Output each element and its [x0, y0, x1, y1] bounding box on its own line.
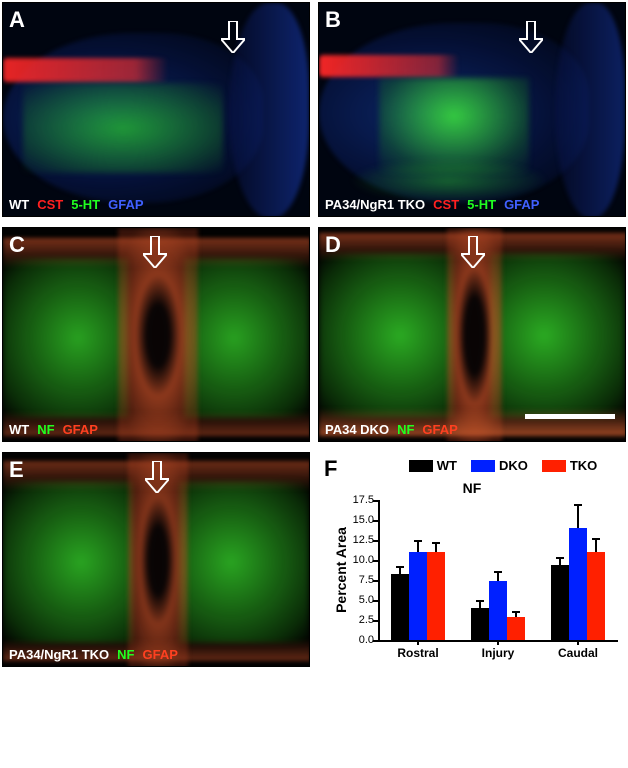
error-cap	[396, 566, 404, 568]
y-tick-label: 12.5	[346, 534, 374, 546]
stain-gfap: GFAP	[108, 197, 143, 212]
stain-gfap: GFAP	[422, 422, 457, 437]
panel-e: E PA34/NgR1 TKO NF GFAP	[2, 452, 310, 667]
legend-text: TKO	[570, 458, 597, 473]
error-cap	[414, 540, 422, 542]
x-tick-label: Caudal	[548, 646, 608, 660]
bar	[507, 617, 525, 640]
chart-area: WTDKOTKONFPercent Area0.02.55.07.510.012…	[318, 452, 626, 667]
legend-item: DKO	[471, 458, 528, 473]
panel-e-labels: PA34/NgR1 TKO NF GFAP	[9, 647, 178, 662]
panel-c-labels: WT NF GFAP	[9, 422, 98, 437]
bar	[471, 608, 489, 640]
bar	[489, 581, 507, 640]
arrow-icon	[143, 236, 167, 268]
chart-legend: WT DKO TKO	[388, 458, 618, 473]
legend-item: WT	[409, 458, 457, 473]
panel-b: B PA34/NgR1 TKO CST 5-HT GFAP	[318, 2, 626, 217]
y-tick-label: 5.0	[346, 594, 374, 606]
scale-bar	[525, 414, 615, 419]
error-bar	[595, 538, 597, 552]
x-tick-mark	[497, 640, 499, 645]
legend-box	[471, 460, 495, 472]
error-cap	[494, 571, 502, 573]
bar	[391, 574, 409, 640]
x-tick-label: Injury	[468, 646, 528, 660]
panel-f-chart: F WTDKOTKONFPercent Area0.02.55.07.510.0…	[318, 452, 626, 667]
error-cap	[432, 542, 440, 544]
y-tick-label: 0.0	[346, 634, 374, 646]
stain-cst: CST	[433, 197, 459, 212]
y-tick-label: 17.5	[346, 494, 374, 506]
legend-text: WT	[437, 458, 457, 473]
error-cap	[476, 600, 484, 602]
arrow-icon	[145, 461, 169, 493]
genotype-label: PA34 DKO	[325, 422, 389, 437]
stain-nf: NF	[37, 422, 54, 437]
x-tick-mark	[417, 640, 419, 645]
y-tick-label: 7.5	[346, 574, 374, 586]
legend-text: DKO	[499, 458, 528, 473]
stain-gfap: GFAP	[504, 197, 539, 212]
error-cap	[556, 557, 564, 559]
stain-nf: NF	[117, 647, 134, 662]
panel-b-label: B	[325, 7, 341, 33]
bar	[409, 552, 427, 640]
genotype-label: PA34/NgR1 TKO	[325, 197, 425, 212]
panel-a-label: A	[9, 7, 25, 33]
panel-c: C WT NF GFAP	[2, 227, 310, 442]
x-tick-mark	[577, 640, 579, 645]
arrow-icon	[221, 21, 245, 53]
stain-nf: NF	[397, 422, 414, 437]
genotype-label: WT	[9, 197, 29, 212]
error-cap	[574, 504, 582, 506]
legend-box	[542, 460, 566, 472]
bar	[587, 552, 605, 640]
panel-d-label: D	[325, 232, 341, 258]
panel-d: D PA34 DKO NF GFAP	[318, 227, 626, 442]
error-cap	[512, 611, 520, 613]
stain-cst: CST	[37, 197, 63, 212]
bar	[551, 565, 569, 640]
stain-gfap: GFAP	[143, 647, 178, 662]
y-tick-label: 10.0	[346, 554, 374, 566]
stain-gfap: GFAP	[63, 422, 98, 437]
genotype-label: WT	[9, 422, 29, 437]
error-bar	[577, 504, 579, 528]
arrow-icon	[461, 236, 485, 268]
panel-d-labels: PA34 DKO NF GFAP	[325, 422, 458, 437]
panel-e-label: E	[9, 457, 24, 483]
panel-b-labels: PA34/NgR1 TKO CST 5-HT GFAP	[325, 197, 539, 212]
panel-a: A WT CST 5-HT GFAP	[2, 2, 310, 217]
stain-5ht: 5-HT	[467, 197, 496, 212]
bar	[427, 552, 445, 640]
panel-c-label: C	[9, 232, 25, 258]
legend-item: TKO	[542, 458, 597, 473]
arrow-icon	[519, 21, 543, 53]
y-axis	[378, 500, 380, 640]
y-tick-label: 2.5	[346, 614, 374, 626]
error-cap	[592, 538, 600, 540]
y-tick-label: 15.0	[346, 514, 374, 526]
stain-5ht: 5-HT	[71, 197, 100, 212]
legend-box	[409, 460, 433, 472]
x-tick-label: Rostral	[388, 646, 448, 660]
bar	[569, 528, 587, 640]
panel-a-labels: WT CST 5-HT GFAP	[9, 197, 144, 212]
genotype-label: PA34/NgR1 TKO	[9, 647, 109, 662]
